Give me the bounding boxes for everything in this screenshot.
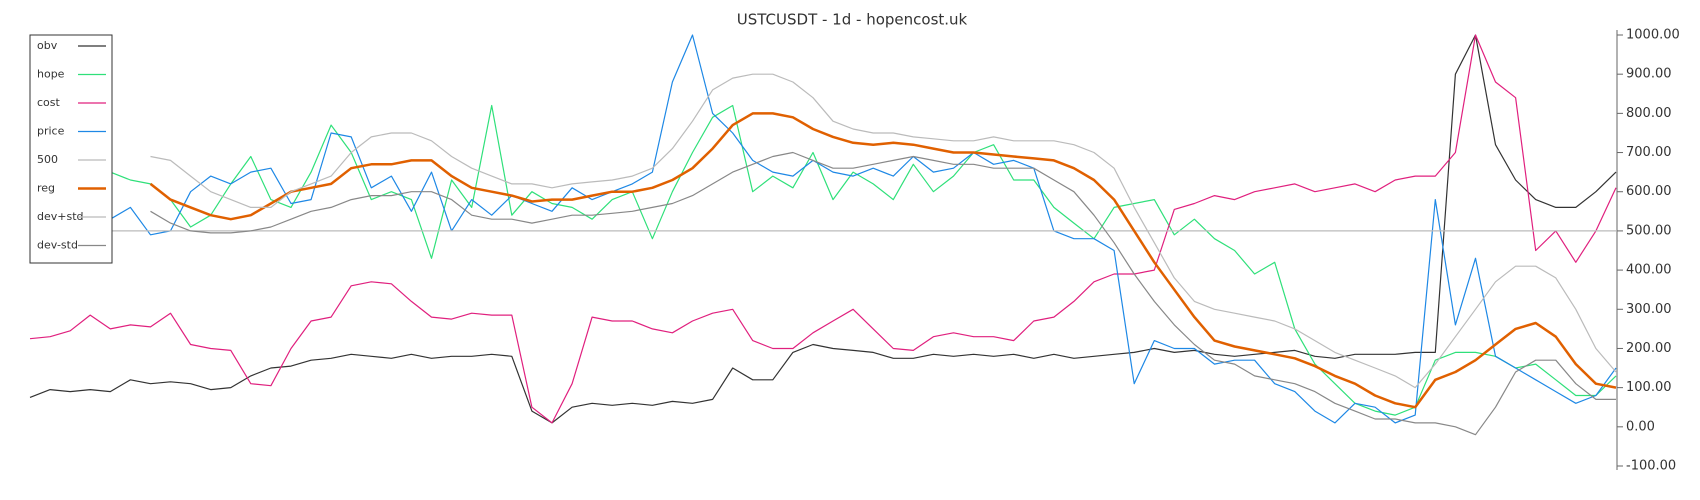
y-tick-label: 200.00 bbox=[1626, 341, 1672, 356]
y-tick-label: 0.00 bbox=[1626, 419, 1655, 434]
series-line bbox=[110, 104, 1617, 416]
y-tick-label: 1000.00 bbox=[1626, 28, 1680, 43]
series-line bbox=[29, 34, 1617, 424]
y-tick-label: 600.00 bbox=[1626, 184, 1672, 199]
series-line bbox=[150, 151, 1616, 436]
legend-label: price bbox=[37, 125, 65, 138]
legend-label: 500 bbox=[37, 153, 58, 166]
legend-label: dev-std bbox=[37, 239, 78, 252]
y-tick-label: 500.00 bbox=[1626, 223, 1672, 238]
y-tick-label: 300.00 bbox=[1626, 302, 1672, 317]
legend-label: dev+std bbox=[37, 210, 84, 223]
legend-box bbox=[29, 34, 113, 264]
legend-label: obv bbox=[37, 39, 58, 52]
y-tick-label: -100.00 bbox=[1626, 459, 1676, 474]
y-tick-label: 900.00 bbox=[1626, 67, 1672, 82]
y-tick-label: 100.00 bbox=[1626, 380, 1672, 395]
series-line bbox=[109, 34, 1617, 424]
series-line bbox=[29, 34, 1617, 424]
y-tick-label: 700.00 bbox=[1626, 145, 1672, 160]
legend-label: hope bbox=[37, 68, 65, 81]
series-line bbox=[150, 73, 1617, 389]
series-line bbox=[149, 112, 1617, 409]
y-tick-label: 400.00 bbox=[1626, 263, 1672, 278]
legend-label: cost bbox=[37, 96, 61, 109]
legend-label: reg bbox=[37, 182, 55, 195]
chart-title: USTCUSDT - 1d - hopencost.uk bbox=[737, 11, 968, 29]
y-tick-label: 800.00 bbox=[1626, 106, 1672, 121]
